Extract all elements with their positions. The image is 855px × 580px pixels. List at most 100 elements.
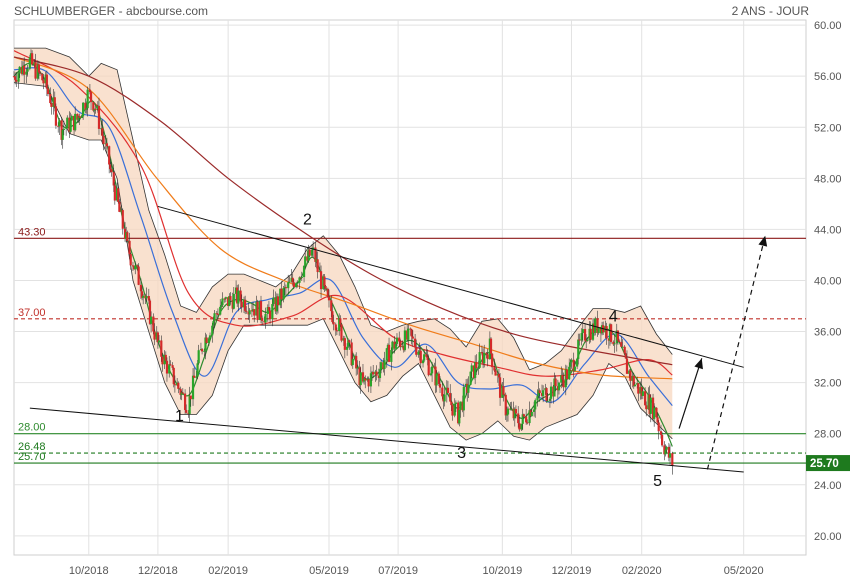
candle-body: [641, 391, 644, 396]
candle-body: [589, 328, 592, 340]
candle-body: [331, 311, 334, 323]
candle-body: [45, 74, 48, 89]
candle-body: [472, 365, 476, 378]
candle-body: [57, 125, 60, 127]
candle-body: [212, 321, 215, 326]
candle-body: [338, 318, 341, 332]
candle-body: [435, 373, 438, 386]
candle-body: [556, 386, 559, 391]
level-label: 25.70: [18, 451, 46, 463]
candle-body: [74, 113, 77, 131]
candle-body: [108, 146, 111, 165]
candle-body: [268, 310, 272, 320]
candle-body: [671, 453, 674, 466]
candle-body: [577, 339, 580, 359]
candle-body: [597, 327, 600, 334]
candle-body: [104, 143, 107, 145]
candle-body: [12, 76, 16, 78]
candle-body: [84, 102, 87, 110]
candle-body: [339, 318, 342, 325]
y-tick-label: 20.00: [814, 531, 842, 543]
candle-body: [97, 105, 101, 129]
y-tick-label: 44.00: [814, 224, 842, 236]
candle-body: [430, 366, 434, 374]
candle-body: [505, 414, 508, 416]
candle-body: [161, 356, 164, 365]
candle-body: [477, 367, 480, 369]
candle-body: [353, 355, 357, 359]
candle-body: [41, 73, 44, 81]
candle-body: [406, 330, 409, 340]
candle-body: [536, 396, 539, 401]
candle-body: [340, 324, 343, 341]
candle-body: [37, 64, 41, 73]
candle-body: [665, 446, 668, 450]
candle-body: [383, 360, 386, 369]
candle-body: [197, 350, 200, 364]
candle-body: [171, 365, 174, 368]
candle-body: [96, 105, 99, 109]
candle-body: [157, 340, 161, 343]
candle-body: [596, 318, 599, 334]
candle-body: [395, 337, 399, 344]
candle-body: [554, 378, 557, 387]
candle-body: [421, 360, 425, 364]
candle-body: [263, 320, 266, 323]
candle-body: [77, 116, 80, 120]
candle-body: [25, 71, 28, 75]
candle-body: [181, 392, 184, 394]
candle-body: [612, 341, 615, 345]
candle-body: [219, 306, 222, 315]
candle-body: [553, 378, 556, 397]
candle-body: [600, 325, 604, 334]
candle-body: [640, 387, 643, 396]
candle-body: [231, 299, 234, 309]
candle-body: [109, 164, 112, 170]
candle-body: [189, 395, 192, 400]
candle-body: [110, 169, 113, 173]
candle-body: [168, 364, 171, 374]
y-tick-label: 40.00: [814, 275, 842, 287]
candle-body: [26, 68, 29, 72]
candle-body: [593, 323, 596, 333]
candle-body: [573, 366, 576, 371]
candle-body: [145, 296, 148, 299]
candle-body: [413, 338, 417, 348]
candle-body: [623, 346, 626, 354]
series-line: [13, 50, 673, 377]
candle-body: [393, 341, 396, 349]
candles: [12, 49, 674, 475]
candle-body: [280, 288, 283, 300]
candle-body: [324, 286, 327, 289]
candle-body: [164, 354, 167, 361]
candle-body: [322, 276, 325, 290]
candle-body: [557, 382, 561, 391]
wave-label: 4: [609, 308, 618, 325]
wave-label: 1: [175, 408, 184, 425]
candle-body: [131, 265, 135, 267]
candle-body: [242, 299, 246, 308]
candle-body: [375, 371, 378, 376]
candle-body: [629, 370, 632, 381]
candle-body: [137, 266, 140, 285]
candle-body: [272, 297, 275, 305]
candle-body: [330, 300, 333, 312]
candle-body: [425, 354, 428, 357]
candle-body: [583, 329, 587, 341]
candle-body: [144, 295, 147, 299]
candle-body: [648, 394, 651, 414]
candle-body: [520, 423, 523, 430]
candle-body: [183, 393, 187, 410]
candle-body: [594, 318, 597, 333]
candle-body: [549, 386, 553, 399]
candle-body: [624, 353, 627, 359]
candle-body: [411, 336, 414, 339]
candle-body: [118, 201, 121, 212]
candle-body: [44, 74, 47, 84]
candle-body: [418, 350, 421, 352]
candle-body: [442, 396, 445, 402]
candle-body: [53, 97, 56, 107]
candle-body: [149, 316, 153, 324]
candle-body: [433, 366, 436, 368]
period-label[interactable]: 2 ANS - JOUR: [731, 4, 809, 18]
